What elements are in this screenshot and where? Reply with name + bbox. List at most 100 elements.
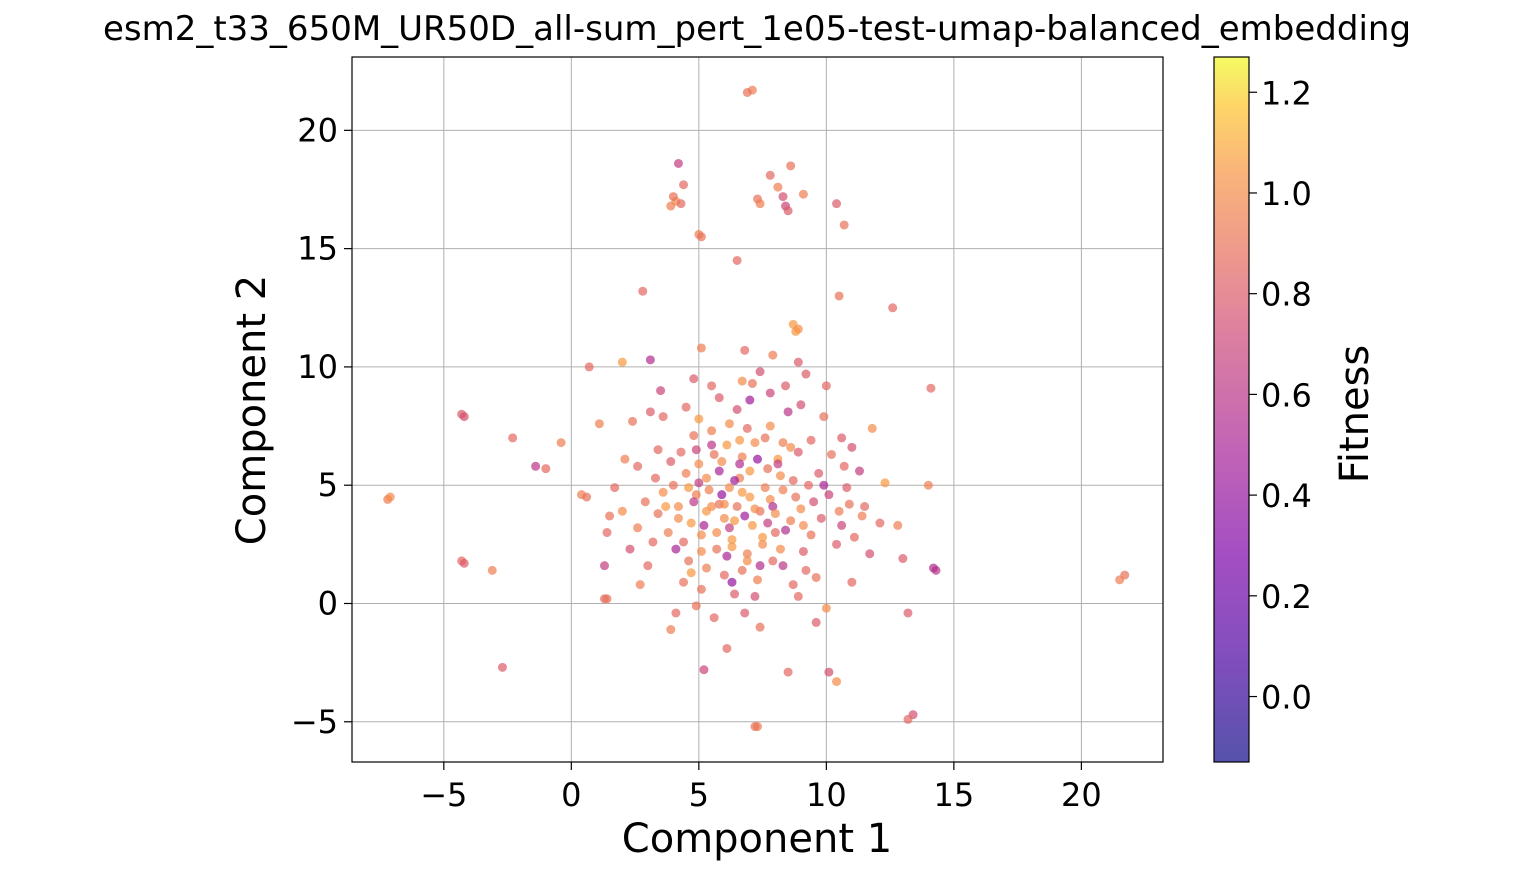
scatter-point bbox=[1115, 575, 1125, 585]
scatter-point bbox=[775, 544, 785, 554]
scatter-point bbox=[722, 440, 732, 450]
scatter-point bbox=[786, 442, 796, 452]
scatter-point bbox=[663, 528, 673, 538]
scatter-point bbox=[847, 577, 857, 587]
scatter-point bbox=[781, 525, 791, 535]
scatter-point bbox=[903, 714, 913, 724]
scatter-point bbox=[842, 483, 852, 493]
scatter-point bbox=[727, 535, 737, 545]
scatter-point bbox=[385, 492, 395, 502]
scatter-point bbox=[755, 367, 765, 377]
chart-title: esm2_t33_650M_UR50D_all-sum_pert_1e05-te… bbox=[103, 9, 1411, 49]
scatter-point bbox=[722, 643, 732, 653]
scatter-point bbox=[617, 506, 627, 516]
scatter-point bbox=[722, 551, 732, 561]
scatter-point bbox=[730, 475, 740, 485]
scatter-point bbox=[783, 206, 793, 216]
scatter-point bbox=[821, 381, 831, 391]
scatter-point bbox=[806, 530, 816, 540]
scatter-point bbox=[770, 509, 780, 519]
scatter-point bbox=[643, 561, 653, 571]
scatter-point bbox=[903, 608, 913, 618]
scatter-point bbox=[837, 520, 847, 530]
scatter-point bbox=[926, 383, 936, 393]
scatter-point bbox=[814, 468, 824, 478]
scatter-point bbox=[760, 483, 770, 493]
scatter-point bbox=[709, 449, 719, 459]
scatter-point bbox=[832, 677, 842, 687]
scatter-point bbox=[671, 544, 681, 554]
scatter-point bbox=[497, 662, 507, 672]
scatter-point bbox=[765, 170, 775, 180]
colorbar-tick-label: 0.0 bbox=[1261, 679, 1312, 717]
scatter-point bbox=[645, 407, 655, 417]
scatter-point bbox=[732, 501, 742, 511]
scatter-point bbox=[696, 530, 706, 540]
scatter-point bbox=[801, 565, 811, 575]
scatter-point bbox=[740, 511, 750, 521]
scatter-point bbox=[650, 473, 660, 483]
scatter-point bbox=[834, 291, 844, 301]
scatter-point bbox=[832, 539, 842, 549]
scatter-point bbox=[696, 343, 706, 353]
scatter-point bbox=[773, 459, 783, 469]
scatter-point bbox=[605, 511, 615, 521]
y-tick-label: 5 bbox=[318, 466, 338, 504]
scatter-point bbox=[824, 667, 834, 677]
scatter-point bbox=[691, 601, 701, 611]
y-tick-label: 10 bbox=[297, 348, 338, 386]
scatter-point bbox=[707, 501, 717, 511]
grid-lines bbox=[352, 57, 1163, 762]
scatter-point bbox=[658, 487, 668, 497]
scatter-point bbox=[661, 501, 671, 511]
x-tick-label: 20 bbox=[1061, 776, 1102, 814]
scatter-point bbox=[844, 499, 854, 509]
scatter-point bbox=[821, 603, 831, 613]
scatter-point bbox=[691, 490, 701, 500]
scatter-point bbox=[763, 464, 773, 474]
scatter-point bbox=[459, 558, 469, 568]
scatter-point bbox=[755, 622, 765, 632]
scatter-point bbox=[855, 466, 865, 476]
y-tick-label: 20 bbox=[297, 111, 338, 149]
x-tick-label: 15 bbox=[934, 776, 975, 814]
scatter-point bbox=[707, 381, 717, 391]
scatter-point bbox=[750, 722, 760, 732]
scatter-point bbox=[668, 192, 678, 202]
scatter-point bbox=[584, 362, 594, 372]
scatter-point bbox=[793, 357, 803, 367]
scatter-point bbox=[707, 440, 717, 450]
scatter-point bbox=[811, 617, 821, 627]
scatter-point bbox=[867, 423, 877, 433]
scatter-point bbox=[745, 466, 755, 476]
scatter-point bbox=[686, 518, 696, 528]
colorbar-ticks: 0.0 0.2 0.4 0.6 0.8 1.0 1.2 bbox=[1249, 74, 1312, 717]
scatter-point bbox=[888, 303, 898, 313]
scatter-point bbox=[834, 506, 844, 516]
scatter-point bbox=[763, 518, 773, 528]
scatter-point bbox=[676, 447, 686, 457]
scatter-point bbox=[750, 438, 760, 448]
scatter-point bbox=[788, 580, 798, 590]
scatter-point bbox=[653, 445, 663, 455]
scatter-point bbox=[786, 161, 796, 171]
scatter-point bbox=[724, 419, 734, 429]
scatter-point bbox=[617, 357, 627, 367]
scatter-point bbox=[712, 528, 722, 538]
scatter-point bbox=[783, 667, 793, 677]
scatter-point bbox=[635, 580, 645, 590]
colorbar-tick-label: 0.8 bbox=[1261, 276, 1312, 314]
scatter-point bbox=[768, 556, 778, 566]
scatter-point bbox=[832, 199, 842, 209]
scatter-point bbox=[781, 381, 791, 391]
scatter-point bbox=[816, 513, 826, 523]
y-axis-label: Component 2 bbox=[229, 275, 275, 545]
colorbar-tick-label: 1.0 bbox=[1261, 175, 1312, 213]
scatter-point bbox=[694, 459, 704, 469]
plot-frame bbox=[351, 56, 1164, 763]
scatter-point bbox=[684, 556, 694, 566]
x-axis-label: Component 1 bbox=[622, 816, 892, 862]
colorbar-label: Fitness bbox=[1332, 345, 1378, 484]
scatter-point bbox=[811, 572, 821, 582]
